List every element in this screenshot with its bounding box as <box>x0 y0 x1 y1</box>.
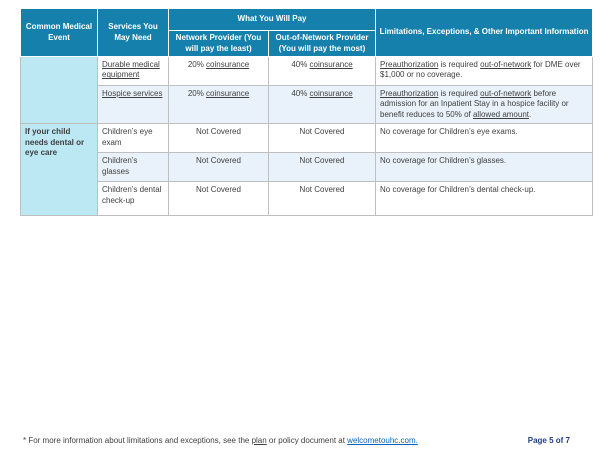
service-cell: Children’s eye exam <box>97 123 169 154</box>
network-cost-cell: 20% coinsurance <box>168 84 269 125</box>
network-cost-cell: Not Covered <box>168 123 269 154</box>
table-row-durable-medical-equipment: Durable medical equipment 20% coinsuranc… <box>20 55 594 125</box>
network-cost-cell: 20% coinsurance <box>168 56 269 86</box>
col-header-network-provider: Network Provider (You will pay the least… <box>168 30 269 57</box>
limitation-cell: No coverage for Children’s glasses. <box>375 152 594 183</box>
table-row-hospice-services: Hospice services 20% coinsurance 40% coi… <box>21 84 594 125</box>
event-cell-child-dental-eye-care: If your child needs dental or eye care <box>20 123 98 217</box>
col-header-out-of-network-provider: Out-of-Network Provider (You will pay th… <box>267 30 377 57</box>
service-cell: Children’s dental check-up <box>97 181 169 217</box>
oon-cost-cell: Not Covered <box>267 123 377 154</box>
limitation-cell: Preauthorization is required out-of-netw… <box>375 56 594 86</box>
footer-note: * For more information about limitations… <box>23 436 418 445</box>
network-cost-cell: Not Covered <box>168 152 269 183</box>
col-header-services-you-may-need: Services You May Need <box>97 8 169 57</box>
oon-cost-cell: 40% coinsurance <box>267 56 377 86</box>
col-header-common-medical-event: Common Medical Event <box>20 8 98 57</box>
limitation-cell: Preauthorization is required out-of-netw… <box>375 84 594 125</box>
table-row-childrens-eye-exam: If your child needs dental or eye care C… <box>20 123 594 217</box>
footer-note-text: * For more information about limitations… <box>23 436 348 445</box>
footer-link[interactable]: welcometouhc.com. <box>347 436 418 445</box>
col-header-limitations: Limitations, Exceptions, & Other Importa… <box>375 8 594 57</box>
limitation-cell: No coverage for Children’s eye exams. <box>375 123 594 154</box>
table-row-childrens-glasses: Children’s glasses Not Covered Not Cover… <box>21 152 594 183</box>
event-cell-blank <box>20 55 98 125</box>
limitation-cell: No coverage for Children’s dental check-… <box>375 181 594 217</box>
network-cost-cell: Not Covered <box>168 181 269 217</box>
benefits-table: Common Medical Event Services You May Ne… <box>20 8 594 217</box>
service-cell: Hospice services <box>97 84 169 125</box>
page-footer: * For more information about limitations… <box>0 436 600 445</box>
oon-cost-cell: Not Covered <box>267 181 377 217</box>
oon-cost-cell: 40% coinsurance <box>267 84 377 125</box>
oon-cost-cell: Not Covered <box>267 152 377 183</box>
table-row-childrens-dental-checkup: Children’s dental check-up Not Covered N… <box>21 181 594 217</box>
col-header-what-you-will-pay: What You Will Pay <box>167 8 377 31</box>
service-cell: Durable medical equipment <box>97 56 169 86</box>
service-cell: Children’s glasses <box>97 152 169 183</box>
page-number-label: Page 5 of 7 <box>527 436 570 445</box>
